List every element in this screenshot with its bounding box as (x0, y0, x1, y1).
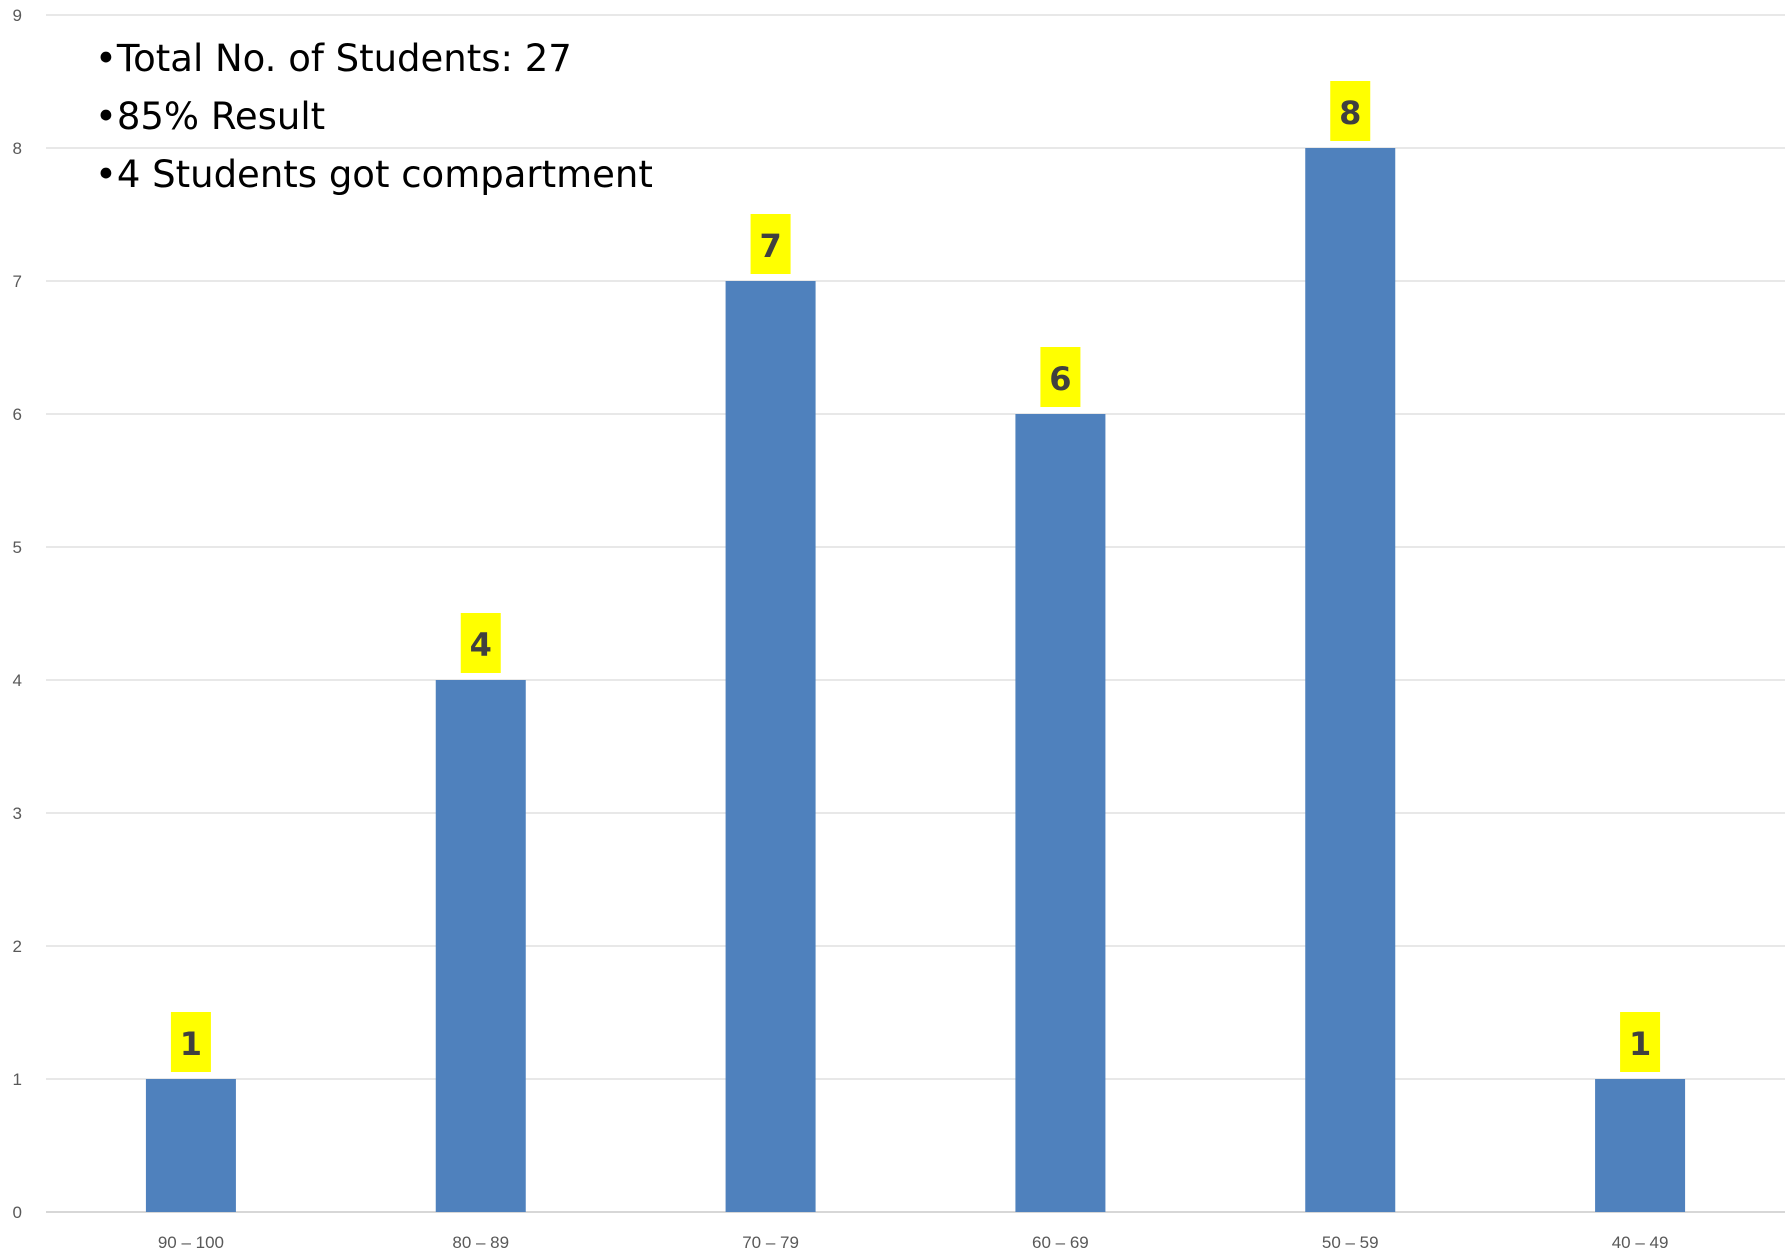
data-label: 7 (759, 227, 781, 265)
note-result: 85% Result (95, 88, 653, 146)
gridlines (46, 14, 1785, 1213)
bars (145, 148, 1686, 1212)
note-compartment: 4 Students got compartment (95, 146, 653, 204)
y-axis-ticks: 0 1 2 3 4 5 6 7 8 9 (13, 6, 22, 1222)
bar (435, 680, 526, 1212)
note-total-students: Total No. of Students: 27 (95, 30, 653, 88)
x-tick-label: 60 – 69 (1032, 1233, 1089, 1252)
data-label-background (170, 1012, 211, 1072)
x-axis-ticks: 90 – 100 80 – 89 70 – 79 60 – 69 50 – 59 40 –… (158, 1233, 1669, 1252)
y-tick-label: 9 (13, 6, 22, 25)
x-tick-label: 50 – 59 (1322, 1233, 1379, 1252)
x-tick-label: 90 – 100 (158, 1233, 224, 1252)
x-tick-label: 70 – 79 (742, 1233, 799, 1252)
y-tick-label: 1 (13, 1070, 22, 1089)
data-label-background (460, 613, 501, 673)
data-label-background (1040, 347, 1081, 407)
bar (1595, 1079, 1686, 1212)
y-tick-label: 4 (13, 671, 22, 690)
y-tick-label: 6 (13, 405, 22, 424)
y-tick-label: 2 (13, 937, 22, 956)
data-labels: 1 4 7 6 8 1 (170, 81, 1661, 1072)
data-label: 6 (1049, 360, 1071, 398)
y-tick-label: 3 (13, 804, 22, 823)
data-label-background (1620, 1012, 1661, 1072)
y-tick-label: 0 (13, 1203, 22, 1222)
summary-notes: Total No. of Students: 27 85% Result 4 S… (95, 30, 653, 204)
y-tick-label: 8 (13, 139, 22, 158)
y-tick-label: 5 (13, 538, 22, 557)
data-label: 8 (1339, 94, 1361, 132)
data-label-background (1330, 81, 1371, 141)
data-label: 1 (1629, 1025, 1651, 1063)
y-tick-label: 7 (13, 272, 22, 291)
x-tick-label: 80 – 89 (452, 1233, 509, 1252)
data-label-background (750, 214, 791, 274)
bar (1305, 148, 1396, 1212)
data-label: 1 (180, 1025, 202, 1063)
data-label: 4 (470, 626, 492, 664)
bar (1015, 414, 1106, 1212)
bar (145, 1079, 236, 1212)
bar (725, 281, 816, 1212)
x-tick-label: 40 – 49 (1612, 1233, 1669, 1252)
